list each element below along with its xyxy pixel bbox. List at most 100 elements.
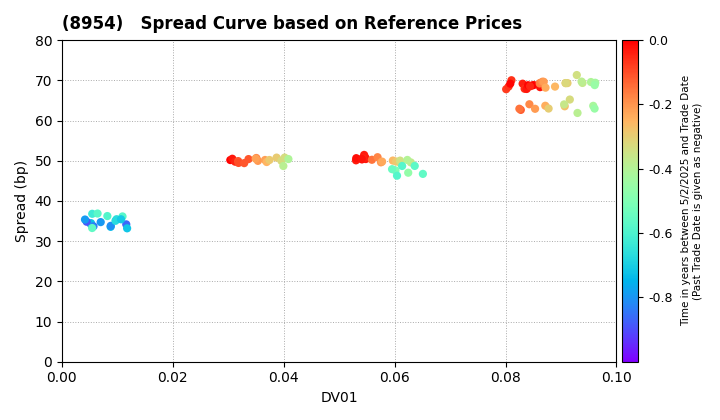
Point [115,216,127,223]
Point [350,157,361,164]
Point [503,83,514,90]
Point [111,216,122,223]
Point [562,80,573,87]
Point [102,213,113,219]
Point [360,155,372,161]
Point [251,155,262,161]
Point [92,210,104,217]
Point [227,155,238,162]
Point [589,82,600,89]
Point [585,79,597,85]
Point [356,155,367,162]
Point [252,158,264,164]
Point [390,167,401,174]
Point [117,213,128,220]
Point [243,156,254,163]
Point [534,84,546,90]
Point [122,225,133,232]
Point [409,163,420,169]
Point [560,80,572,87]
Point [517,80,528,87]
Point [571,72,582,79]
Point [86,210,98,217]
Point [283,156,294,163]
Point [105,223,117,229]
Point [233,158,244,165]
Point [539,102,551,109]
Point [397,163,408,169]
Point [81,218,92,225]
Point [360,156,372,163]
Point [402,169,414,176]
Point [515,107,526,113]
Point [230,158,241,165]
Point [534,80,546,87]
Point [79,216,91,223]
Point [521,86,532,92]
Point [366,156,378,163]
Point [395,160,406,167]
Y-axis label: Time in years between 5/2/2025 and Trade Date
(Past Trade Date is given as negat: Time in years between 5/2/2025 and Trade… [681,75,703,326]
Point [109,218,121,224]
Point [519,85,531,92]
Point [505,80,516,87]
Point [522,82,534,89]
Point [95,219,107,226]
Point [513,105,525,112]
Point [395,157,406,164]
Point [402,157,413,163]
Point [417,171,428,177]
Point [559,103,570,110]
Point [540,84,552,91]
Point [390,158,402,165]
Point [86,225,98,231]
Point [524,83,536,89]
Point [588,102,599,109]
Point [505,77,517,84]
Point [577,80,588,87]
Point [387,157,399,164]
Point [238,160,250,166]
Point [528,81,539,88]
Y-axis label: Spread (bp): Spread (bp) [15,160,29,242]
Point [549,83,561,90]
Point [357,155,369,162]
Point [559,101,570,108]
X-axis label: DV01: DV01 [320,391,358,405]
Point [85,221,96,228]
Point [523,101,535,108]
Point [536,79,548,85]
Point [538,79,549,85]
Point [276,158,287,164]
Point [259,157,271,163]
Point [564,96,575,103]
Point [529,105,541,112]
Point [250,155,261,162]
Point [534,80,546,87]
Point [85,220,96,226]
Point [271,154,282,161]
Point [105,223,117,230]
Point [351,155,362,162]
Point [359,152,370,158]
Text: (8954)   Spread Curve based on Reference Prices: (8954) Spread Curve based on Reference P… [62,15,522,33]
Point [387,166,398,173]
Point [589,105,600,112]
Point [500,86,512,92]
Point [120,221,132,228]
Point [590,79,601,86]
Point [377,158,388,165]
Point [233,160,244,166]
Point [278,163,289,169]
Point [576,78,588,85]
Point [572,110,583,116]
Point [225,157,236,163]
Point [261,159,272,165]
Point [88,223,99,230]
Point [543,105,554,112]
Point [372,154,383,160]
Point [356,156,368,163]
Point [559,80,571,87]
Point [375,159,387,165]
Point [526,82,538,89]
